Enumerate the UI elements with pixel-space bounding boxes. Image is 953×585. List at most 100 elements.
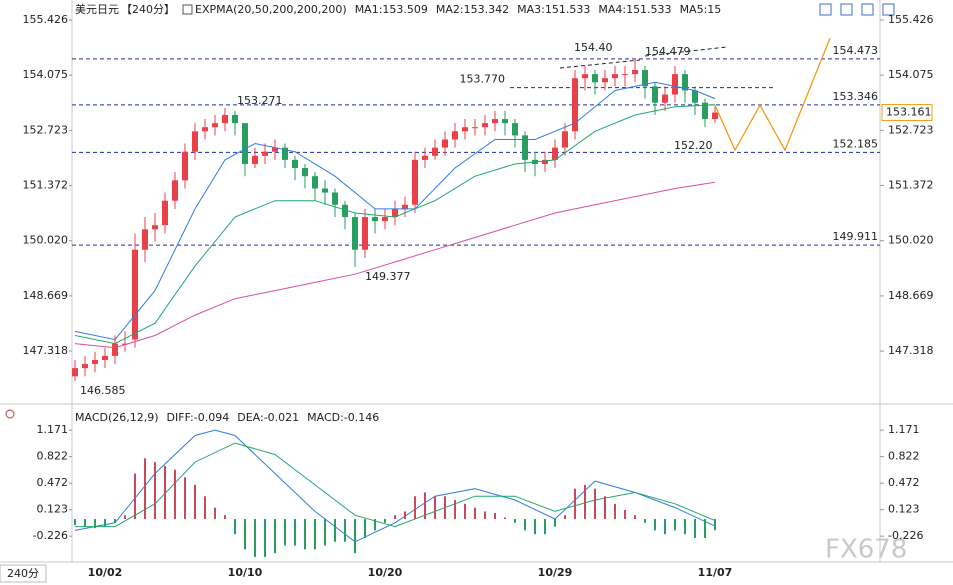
- candle-body: [702, 102, 708, 120]
- y-tick-label: 0.822: [37, 450, 69, 463]
- toolbar-button[interactable]: [840, 3, 853, 16]
- candle-body: [422, 155, 428, 160]
- candle-body: [462, 127, 468, 132]
- y-tick-label: 152.723: [23, 123, 69, 136]
- candle-body: [482, 123, 488, 128]
- legend-entry: MA3:151.533: [517, 3, 590, 16]
- legend-entry: MA5:15: [680, 3, 722, 16]
- level-label: 149.911: [833, 230, 879, 243]
- toolbar: [819, 3, 895, 16]
- candle-body: [612, 74, 618, 79]
- annotation: 152.20: [674, 139, 713, 152]
- period-label[interactable]: 240分: [7, 567, 39, 580]
- legend-entry: MA1:153.509: [355, 3, 428, 16]
- candle-body: [282, 147, 288, 160]
- candle-body: [82, 364, 88, 369]
- y-tick-label: -0.226: [888, 529, 923, 542]
- candle-body: [452, 131, 458, 140]
- x-tick-label: 11/07: [698, 566, 733, 579]
- candle-body: [712, 112, 718, 120]
- indicator: EXPMA(20,50,200,200,200): [195, 3, 347, 16]
- price-tag: [881, 103, 933, 121]
- legend-entry: MA4:151.533: [598, 3, 671, 16]
- legend-entry: DIFF:-0.094: [167, 411, 230, 424]
- candle-body: [192, 131, 198, 152]
- candle-body: [212, 123, 218, 128]
- candle-body: [472, 127, 478, 129]
- watermark: FX678: [825, 535, 907, 565]
- legend-entry: MACD:-0.146: [307, 411, 379, 424]
- candle-body: [692, 90, 698, 103]
- candle-body: [302, 168, 308, 177]
- candle-body: [142, 229, 148, 250]
- candle-body: [172, 180, 178, 201]
- candle-body: [202, 127, 208, 132]
- level-label: 153.770: [460, 73, 506, 86]
- candle-body: [132, 249, 138, 340]
- y-tick-label: 0.472: [888, 476, 920, 489]
- y-tick-label: -0.226: [33, 529, 68, 542]
- candle-body: [622, 74, 628, 76]
- candle-body: [562, 131, 568, 148]
- period[interactable]: 【240分】: [121, 3, 175, 16]
- candle-body: [222, 114, 228, 124]
- annotation: 154.479: [645, 45, 691, 58]
- annotation: 153.271: [237, 94, 283, 107]
- y-tick-label: 150.020: [888, 234, 934, 247]
- candle-body: [362, 217, 368, 250]
- price-tag-label: 153.161: [886, 105, 932, 118]
- toolbar-button[interactable]: [882, 3, 895, 16]
- macd-line: [75, 442, 716, 528]
- y-tick-label: 151.372: [23, 179, 69, 192]
- symbol: 美元日元: [75, 3, 119, 16]
- y-tick-label: 148.669: [23, 289, 69, 302]
- candle-body: [252, 155, 258, 164]
- candle-body: [382, 217, 388, 222]
- y-tick-label: 1.171: [37, 423, 69, 436]
- candle-body: [72, 368, 78, 377]
- toolbar-button[interactable]: [861, 3, 874, 16]
- y-tick-label: 155.426: [888, 13, 934, 26]
- legend-entry: MA2:153.342: [436, 3, 509, 16]
- settings-icon[interactable]: [5, 409, 15, 419]
- indicator-icon[interactable]: [182, 4, 193, 15]
- ma-line: [74, 181, 716, 349]
- candle-body: [272, 147, 278, 152]
- y-tick-label: 0.822: [888, 450, 920, 463]
- candle-body: [332, 192, 338, 205]
- candle-body: [632, 70, 638, 75]
- legend-entry: DEA:-0.021: [237, 411, 299, 424]
- y-tick-label: 155.426: [23, 13, 69, 26]
- period-box[interactable]: [0, 564, 47, 583]
- toolbar-button[interactable]: [819, 3, 832, 16]
- level-label: 152.185: [833, 137, 879, 150]
- candle-body: [262, 151, 268, 156]
- ma-line: [74, 81, 716, 341]
- annotation: 149.377: [365, 270, 411, 283]
- candle-body: [662, 94, 668, 103]
- candle-body: [592, 74, 598, 83]
- trend-line: [559, 59, 641, 69]
- candle-body: [92, 359, 98, 365]
- y-tick-label: 154.075: [888, 68, 934, 81]
- candle-body: [312, 176, 318, 189]
- candle-body: [242, 123, 248, 164]
- projection-line: [714, 37, 831, 152]
- y-tick-label: 147.318: [23, 344, 69, 357]
- candle-body: [642, 70, 648, 87]
- annotation: 146.585: [80, 384, 126, 397]
- candle-body: [502, 119, 508, 124]
- level-label: 153.346: [833, 90, 879, 103]
- candle-body: [102, 355, 108, 360]
- candle-body: [162, 200, 168, 226]
- x-tick-label: 10/29: [538, 566, 573, 579]
- y-tick-label: 150.020: [23, 234, 69, 247]
- candle-body: [392, 208, 398, 218]
- candle-body: [542, 159, 548, 164]
- candle-body: [342, 204, 348, 218]
- candle-body: [512, 123, 518, 136]
- x-tick-label: 10/20: [368, 566, 403, 579]
- y-tick-label: 147.318: [888, 344, 934, 357]
